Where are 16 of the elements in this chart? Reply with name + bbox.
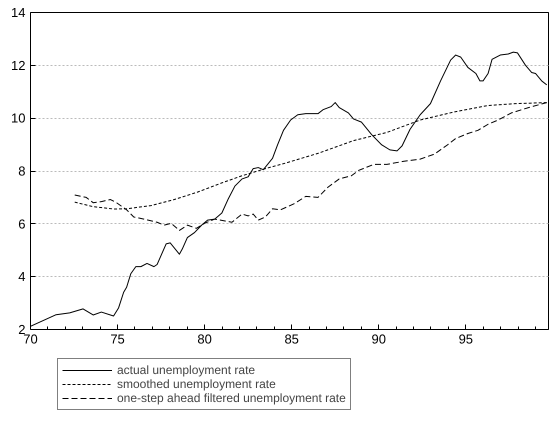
- legend-label: smoothed unemployment rate: [117, 377, 276, 391]
- y-tick-label: 12: [11, 58, 26, 73]
- y-tick-label: 2: [18, 322, 26, 337]
- x-tick-label: 70: [23, 332, 38, 346]
- x-tick-label: 75: [110, 332, 125, 346]
- y-tick-label: 10: [11, 110, 26, 126]
- y-tick-label: 14: [11, 5, 26, 20]
- x-tick-label: 80: [197, 332, 212, 346]
- legend-label: actual unemployment rate: [117, 363, 256, 377]
- x-tick-label: 90: [372, 332, 386, 346]
- legend-label: one-step ahead filtered unemployment rate: [117, 391, 346, 405]
- x-tick-label: 95: [458, 332, 474, 346]
- y-tick-label: 6: [18, 216, 26, 232]
- x-tick-label: 85: [284, 332, 299, 346]
- y-tick-label: 4: [18, 269, 26, 284]
- y-tick-label: 8: [18, 164, 26, 178]
